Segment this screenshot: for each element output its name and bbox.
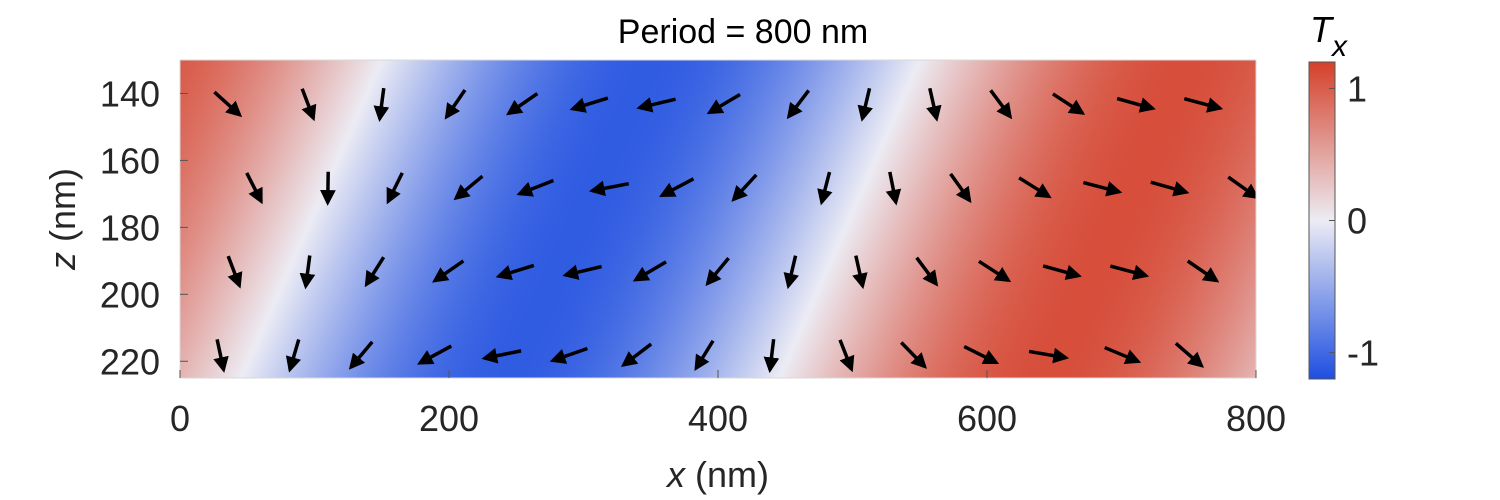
vector-arrow [632, 260, 667, 282]
vector-arrow [562, 264, 602, 280]
vector-arrow [386, 172, 404, 205]
vector-arrow [857, 87, 873, 122]
vector-arrow [1109, 264, 1150, 281]
vector-arrow [1018, 176, 1052, 199]
vector-arrow [763, 338, 780, 374]
y-axis-var: z [42, 252, 83, 271]
colorbar-title: Tx [1310, 9, 1348, 63]
vector-arrow [495, 263, 535, 281]
vector-arrow [783, 255, 799, 290]
vector-arrow [1116, 96, 1156, 113]
vector-arrow [963, 344, 1000, 365]
chart-title: Period = 800 nm [618, 13, 868, 51]
colorbar-tick-label: 1 [1347, 68, 1367, 109]
arrow-layer [213, 87, 1256, 374]
vector-arrow [549, 346, 588, 364]
vector-arrow [481, 348, 522, 364]
y-axis-unit: (nm) [42, 168, 83, 252]
vector-arrow [620, 342, 653, 367]
colorbar-tick-label: -1 [1347, 333, 1379, 374]
x-tick-label: 200 [419, 398, 479, 439]
vector-arrow [1042, 264, 1082, 281]
x-axis-var: x [665, 454, 687, 495]
vector-arrow [706, 92, 741, 115]
vector-arrow [659, 177, 695, 198]
vector-arrow [320, 171, 336, 206]
x-axis-unit: (nm) [685, 454, 769, 495]
vector-arrow [1051, 92, 1086, 115]
vector-arrow [453, 174, 484, 201]
vector-arrow [516, 178, 555, 197]
vector-arrow [636, 97, 676, 113]
vector-arrow [1150, 180, 1190, 197]
x-axis-ticks: 0 200 400 600 800 [170, 370, 1286, 439]
vector-arrow [213, 90, 243, 118]
vector-arrow [838, 339, 855, 373]
vector-arrow [506, 92, 539, 116]
colorbar-title-main: T [1310, 9, 1335, 50]
vector-arrow [348, 340, 374, 370]
vector-arrow [373, 87, 390, 123]
y-tick-label: 160 [100, 140, 160, 181]
vector-arrow [1104, 345, 1142, 364]
y-tick-label: 140 [100, 73, 160, 114]
vector-arrow [885, 171, 902, 206]
vector-arrow [705, 256, 730, 287]
colorbar-tick-label: 0 [1347, 201, 1367, 242]
vector-arrow [852, 255, 868, 290]
vector-arrow [444, 89, 467, 120]
vector-arrow [1183, 97, 1224, 113]
vector-arrow [300, 88, 317, 122]
vector-arrow [1174, 341, 1205, 368]
vector-arrow [245, 172, 263, 205]
vector-arrow [285, 339, 302, 373]
x-tick-label: 800 [1226, 398, 1286, 439]
vector-arrow [977, 259, 1012, 283]
y-tick-label: 180 [100, 207, 160, 248]
y-tick-label: 220 [100, 341, 160, 382]
vector-arrow [1082, 180, 1123, 197]
vector-arrow [213, 338, 229, 373]
vector-arrow [569, 96, 609, 113]
y-axis-label: z (nm) [42, 168, 83, 271]
colorbar-ticks: 1 0 -1 [1329, 68, 1379, 374]
x-tick-label: 0 [170, 398, 190, 439]
vector-arrow [694, 339, 715, 372]
vector-arrow [226, 255, 243, 289]
x-axis-label: x (nm) [665, 454, 769, 495]
x-tick-label: 600 [957, 398, 1017, 439]
y-axis-ticks: 140 160 180 200 220 [100, 73, 188, 382]
colorbar-title-sub: x [1330, 30, 1348, 63]
vector-arrow [417, 344, 453, 365]
vector-arrow [299, 255, 316, 290]
vector-arrow [731, 173, 758, 202]
vector-arrow [1227, 175, 1256, 200]
vector-arrow [432, 259, 465, 283]
vector-arrow [949, 172, 972, 204]
vector-arrow [900, 341, 927, 369]
vector-arrow [588, 180, 630, 197]
x-tick-label: 400 [688, 398, 748, 439]
vector-arrow [364, 256, 386, 288]
vector-arrow [989, 89, 1013, 120]
vector-arrow [817, 171, 833, 206]
y-tick-label: 200 [100, 274, 160, 315]
vector-arrow [1028, 347, 1070, 364]
vector-arrow [786, 89, 811, 120]
vector-arrow [926, 87, 942, 122]
vector-arrow [1186, 259, 1220, 283]
vector-arrow [915, 256, 939, 287]
